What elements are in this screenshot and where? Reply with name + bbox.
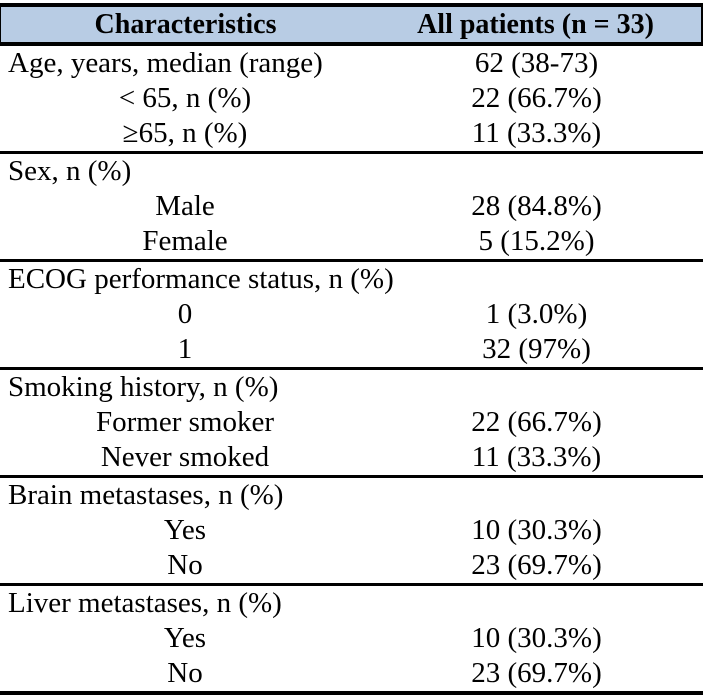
table-row: No 23 (69.7%) — [0, 656, 703, 691]
row-value: 62 (38-73) — [474, 47, 599, 79]
row-value: 22 (66.7%) — [471, 406, 602, 438]
row-value: 28 (84.8%) — [471, 190, 602, 222]
row-label: Brain metastases, n (%) — [8, 479, 284, 511]
section-smoking: Smoking history, n (%) Former smoker 22 … — [0, 370, 703, 478]
row-value: 32 (97%) — [482, 333, 591, 365]
row-label: Yes — [163, 514, 207, 546]
row-value: 11 (33.3%) — [471, 117, 602, 149]
table-row: ≥65, n (%) 11 (33.3%) — [0, 116, 703, 151]
row-value: 11 (33.3%) — [471, 441, 602, 473]
table-row: < 65, n (%) 22 (66.7%) — [0, 81, 703, 116]
row-label: ECOG performance status, n (%) — [8, 263, 394, 295]
table-row: Sex, n (%) — [0, 154, 703, 189]
row-label: Liver metastases, n (%) — [8, 587, 282, 619]
section-brain-metastases: Brain metastases, n (%) Yes 10 (30.3%) N… — [0, 478, 703, 586]
table-row: Smoking history, n (%) — [0, 370, 703, 405]
row-label: 1 — [177, 333, 193, 365]
section-liver-metastases: Liver metastases, n (%) Yes 10 (30.3%) N… — [0, 586, 703, 695]
row-label: 0 — [177, 298, 193, 330]
row-label: Former smoker — [96, 406, 274, 438]
table-row: 1 32 (97%) — [0, 332, 703, 367]
section-ecog: ECOG performance status, n (%) 0 1 (3.0%… — [0, 262, 703, 370]
table-row: Age, years, median (range) 62 (38-73) — [0, 46, 703, 81]
patient-characteristics-table: Characteristics All patients (n = 33) Ag… — [0, 3, 703, 695]
row-label: Sex, n (%) — [8, 155, 132, 187]
row-value: 22 (66.7%) — [471, 82, 602, 114]
table-row: Yes 10 (30.3%) — [0, 621, 703, 656]
table-header-row: Characteristics All patients (n = 33) — [0, 3, 703, 46]
row-label: Female — [142, 225, 228, 257]
table-row: Male 28 (84.8%) — [0, 189, 703, 224]
row-label: Yes — [163, 622, 207, 654]
header-all-patients: All patients (n = 33) — [417, 8, 654, 40]
row-value: 1 (3.0%) — [485, 298, 588, 330]
table-row: Female 5 (15.2%) — [0, 224, 703, 259]
row-value: 5 (15.2%) — [478, 225, 595, 257]
row-label: Smoking history, n (%) — [8, 371, 279, 403]
row-label: Male — [155, 190, 215, 222]
row-value: 23 (69.7%) — [471, 657, 602, 689]
row-value: 10 (30.3%) — [471, 622, 602, 654]
table-row: Never smoked 11 (33.3%) — [0, 440, 703, 475]
row-label: Never smoked — [100, 441, 270, 473]
section-age: Age, years, median (range) 62 (38-73) < … — [0, 46, 703, 154]
row-label: < 65, n (%) — [118, 82, 252, 114]
table-row: ECOG performance status, n (%) — [0, 262, 703, 297]
table-row: Yes 10 (30.3%) — [0, 513, 703, 548]
table-row: Liver metastases, n (%) — [0, 586, 703, 621]
table-row: 0 1 (3.0%) — [0, 297, 703, 332]
row-label: No — [167, 657, 203, 689]
table-row: Brain metastases, n (%) — [0, 478, 703, 513]
row-label: Age, years, median (range) — [8, 47, 323, 79]
row-label: No — [167, 549, 203, 581]
row-value: 10 (30.3%) — [471, 514, 602, 546]
header-characteristics: Characteristics — [94, 8, 277, 40]
table-row: Former smoker 22 (66.7%) — [0, 405, 703, 440]
row-value: 23 (69.7%) — [471, 549, 602, 581]
section-sex: Sex, n (%) Male 28 (84.8%) Female 5 (15.… — [0, 154, 703, 262]
row-label: ≥65, n (%) — [122, 117, 248, 149]
table-row: No 23 (69.7%) — [0, 548, 703, 583]
